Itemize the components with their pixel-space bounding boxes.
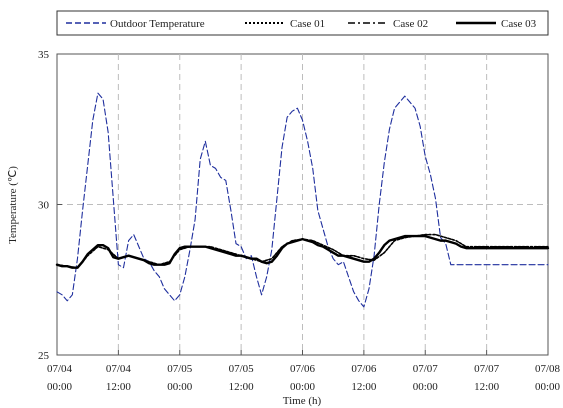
legend-label-case01: Case 01 xyxy=(290,18,325,30)
series-line-case-03 xyxy=(55,234,550,269)
legend: Outdoor Temperature Case 01 Case 02 Case… xyxy=(56,10,549,36)
y-axis-title: Temperature (℃) xyxy=(7,166,19,244)
legend-label-outdoor: Outdoor Temperature xyxy=(110,18,205,30)
x-tick-date-label: 07/04 xyxy=(47,363,73,375)
x-tick-date-label: 07/06 xyxy=(351,363,377,375)
x-tick-date-label: 07/04 xyxy=(106,363,132,375)
x-tick-time-label: 12:00 xyxy=(474,381,500,393)
x-tick-time-label: 12:00 xyxy=(106,381,132,393)
series-group xyxy=(55,92,550,308)
x-axis-title: Time (h) xyxy=(283,395,322,407)
y-tick-label: 25 xyxy=(38,350,50,362)
x-axis: 07/04 00:00 07/04 12:00 07/05 00:00 07/05 12:00… xyxy=(47,350,560,393)
x-tick-date-label: 07/05 xyxy=(229,363,255,375)
x-tick-time-label: 00:00 xyxy=(47,381,73,393)
x-tick-date-label: 07/07 xyxy=(413,363,439,375)
y-axis: 25 30 35 xyxy=(38,49,62,362)
gridlines xyxy=(57,54,548,355)
x-tick-time-label: 12:00 xyxy=(351,381,377,393)
legend-label-case02: Case 02 xyxy=(393,18,428,30)
legend-label-case03: Case 03 xyxy=(501,18,537,30)
x-tick-date-label: 07/05 xyxy=(167,363,193,375)
x-tick-date-label: 07/08 xyxy=(535,363,561,375)
x-tick-time-label: 00:00 xyxy=(167,381,193,393)
x-tick-time-label: 00:00 xyxy=(290,381,316,393)
y-tick-label: 30 xyxy=(38,200,50,212)
x-tick-time-label: 00:00 xyxy=(413,381,439,393)
x-tick-time-label: 00:00 xyxy=(535,381,561,393)
x-tick-time-label: 12:00 xyxy=(229,381,255,393)
y-tick-label: 35 xyxy=(38,49,50,61)
x-tick-date-label: 07/06 xyxy=(290,363,316,375)
series-line-outdoor-temperature xyxy=(56,92,549,308)
x-tick-date-label: 07/07 xyxy=(474,363,500,375)
